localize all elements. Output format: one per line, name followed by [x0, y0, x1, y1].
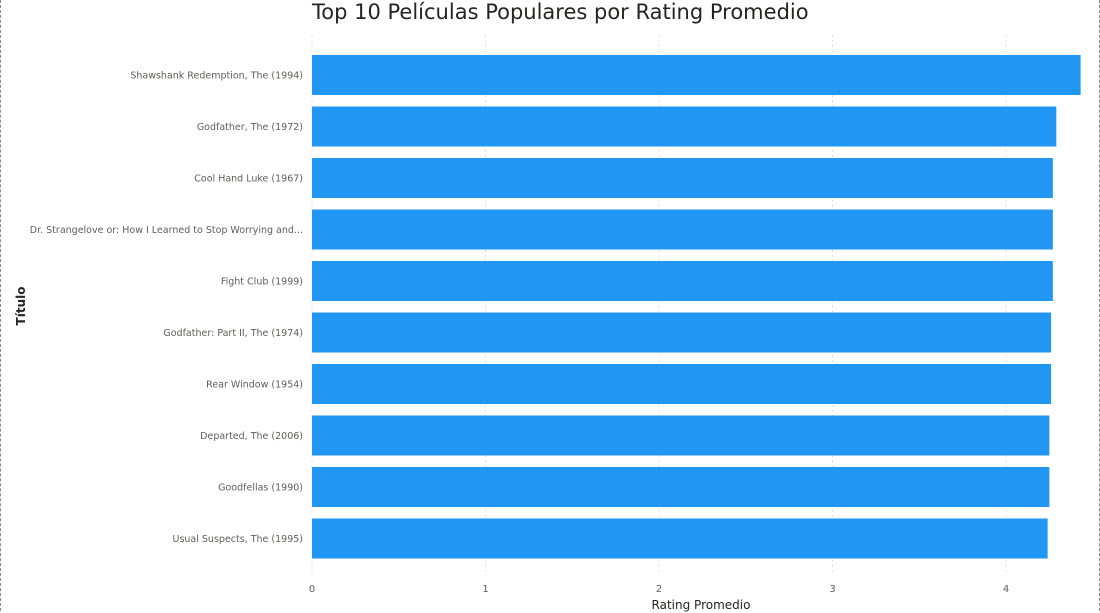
- category-label: Departed, The (2006): [200, 431, 303, 442]
- x-tick-label: 1: [482, 584, 488, 595]
- bar[interactable]: [312, 158, 1053, 198]
- bar[interactable]: [312, 364, 1052, 404]
- bar[interactable]: [312, 55, 1081, 95]
- category-label: Dr. Strangelove or: How I Learned to Sto…: [30, 225, 303, 236]
- bar[interactable]: [312, 261, 1053, 301]
- bar[interactable]: [312, 518, 1048, 559]
- category-label: Usual Suspects, The (1995): [173, 534, 304, 545]
- category-label: Shawshank Redemption, The (1994): [130, 71, 303, 82]
- x-tick-label: 3: [829, 584, 835, 595]
- x-axis-title: Rating Promedio: [651, 598, 751, 612]
- category-label: Fight Club (1999): [221, 277, 303, 288]
- x-tick-label: 4: [1003, 584, 1009, 595]
- bar[interactable]: [312, 415, 1050, 456]
- bar[interactable]: [312, 312, 1052, 353]
- category-label: Godfather: Part II, The (1974): [163, 328, 303, 339]
- x-tick-label: 2: [656, 584, 662, 595]
- category-label: Rear Window (1954): [206, 380, 303, 391]
- chart-title: Top 10 Películas Populares por Rating Pr…: [312, 0, 809, 24]
- bar[interactable]: [312, 106, 1057, 147]
- category-label: Godfather, The (1972): [197, 122, 303, 133]
- category-label: Goodfellas (1990): [218, 483, 303, 494]
- x-tick-label: 0: [309, 584, 315, 595]
- category-label: Cool Hand Luke (1967): [194, 174, 303, 185]
- bar[interactable]: [312, 209, 1053, 250]
- bar[interactable]: [312, 467, 1050, 507]
